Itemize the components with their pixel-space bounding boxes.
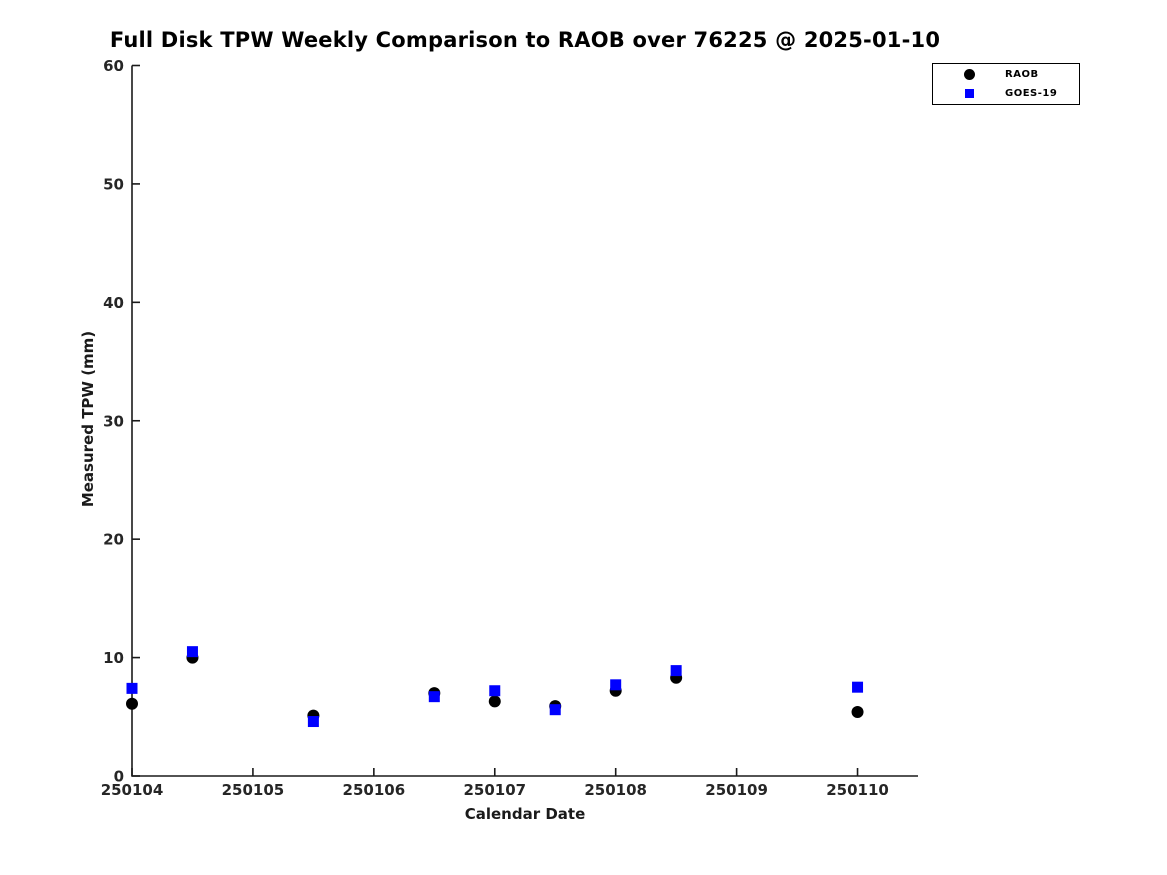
y-tick-label: 50 xyxy=(103,175,124,193)
y-tick-label: 0 xyxy=(114,768,124,786)
circle-swatch xyxy=(963,69,975,81)
square-marker-icon xyxy=(933,88,1005,98)
y-tick-label: 30 xyxy=(103,412,124,430)
x-tick-label: 250107 xyxy=(463,781,526,799)
y-tick-label: 60 xyxy=(103,57,124,75)
x-tick-label: 250110 xyxy=(826,781,889,799)
data-point-raob xyxy=(488,695,501,708)
x-tick-label: 250109 xyxy=(705,781,768,799)
chart-title: Full Disk TPW Weekly Comparison to RAOB … xyxy=(109,28,941,52)
data-point-goes-19 xyxy=(126,682,138,694)
data-point-raob xyxy=(851,706,864,719)
circle-marker-icon xyxy=(933,69,1005,81)
square-swatch xyxy=(964,88,974,98)
data-point-goes-19 xyxy=(670,665,682,677)
data-point-goes-19 xyxy=(307,716,319,728)
data-point-goes-19 xyxy=(549,704,561,716)
x-axis-label: Calendar Date xyxy=(464,805,586,823)
data-point-goes-19 xyxy=(186,646,198,658)
legend-row-goes-19: GOES-19 xyxy=(933,86,1079,101)
legend-row-raob: RAOB xyxy=(933,67,1079,82)
legend: RAOB GOES-19 xyxy=(932,63,1080,105)
y-tick-label: 10 xyxy=(103,649,124,667)
data-point-goes-19 xyxy=(610,679,622,691)
y-tick-label: 40 xyxy=(103,294,124,312)
data-point-goes-19 xyxy=(852,681,864,693)
legend-label: GOES-19 xyxy=(1005,87,1058,99)
y-axis-label: Measured TPW (mm) xyxy=(79,330,97,508)
y-tick-label: 20 xyxy=(103,531,124,549)
x-tick-label: 250106 xyxy=(343,781,406,799)
axis-spines xyxy=(131,65,918,777)
legend-label: RAOB xyxy=(1005,69,1039,81)
x-tick-label: 250105 xyxy=(222,781,285,799)
data-point-raob xyxy=(126,697,138,710)
data-point-goes-19 xyxy=(489,685,501,697)
data-point-goes-19 xyxy=(428,691,440,703)
x-tick-label: 250104 xyxy=(101,781,164,799)
x-tick-label: 250108 xyxy=(584,781,647,799)
